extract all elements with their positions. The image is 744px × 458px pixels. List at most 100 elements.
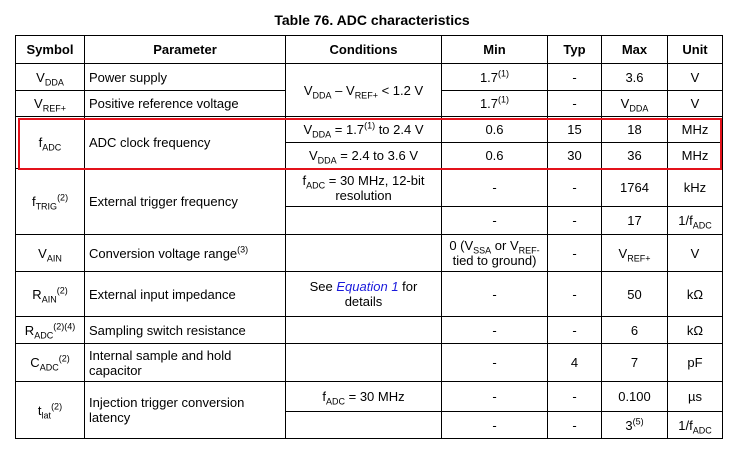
cell-text: -	[572, 245, 577, 261]
text-run: R	[32, 286, 42, 302]
cell-text: -	[492, 389, 497, 404]
cell-text: 1764	[620, 180, 649, 195]
cell-text: 7	[630, 355, 639, 370]
cell-text: V	[690, 96, 700, 111]
max-cell: 1764	[601, 168, 668, 207]
subscript: AIN	[41, 294, 57, 305]
cell-text: V	[690, 69, 700, 85]
cell-text: Positive reference voltage	[89, 96, 239, 111]
min-cell: -	[441, 343, 548, 382]
text-run: 1/f	[678, 213, 693, 228]
cell-text: -	[572, 322, 577, 338]
column-header: Max	[601, 35, 668, 64]
superscript: (2)	[56, 285, 68, 296]
superscript: (2)	[58, 353, 70, 364]
subscript: REF+	[42, 103, 66, 114]
max-cell: 50	[601, 271, 668, 317]
table-row: RADC(2)(4) Sampling switch resistance - -6 k…	[15, 316, 723, 344]
table-header: Symbol Parameter Conditions Min Typ Max Unit	[15, 35, 723, 64]
table-row: RAIN(2) External input impedance See Equat…	[15, 271, 723, 317]
text-run: = 1.7	[331, 122, 365, 137]
text-run: See	[309, 279, 337, 294]
cell-text: -	[572, 96, 577, 111]
cell-text: MHz	[681, 148, 709, 163]
cell-text: pF	[687, 355, 703, 370]
typ-cell: -	[547, 206, 602, 235]
subscript: DDA	[629, 103, 649, 114]
typ-cell: 30	[547, 142, 602, 169]
text-run: – V	[331, 82, 355, 98]
text-run: R	[24, 322, 35, 338]
table-title: Table 76. ADC characteristics	[274, 12, 470, 28]
cell-text: MHz	[681, 122, 709, 137]
cell-text: 50	[627, 286, 642, 302]
min-cell: 0.6	[441, 142, 548, 169]
cell-text: -	[492, 417, 497, 433]
text-run: f	[31, 194, 36, 209]
table-row: VDDA Power supply VDDA – VREF+ < 1.2 V 1.7(…	[15, 63, 723, 117]
parameter-cell: Positive reference voltage	[84, 90, 286, 117]
typ-cell: -	[547, 90, 602, 117]
subscript: ADC	[34, 330, 54, 341]
text-run: V	[34, 96, 43, 111]
parameter-cell: External input impedance	[84, 271, 286, 317]
text-run: t	[37, 402, 42, 418]
parameter-cell: Internal sample and hold capacitor	[84, 343, 286, 382]
min-cell: 0.6	[441, 116, 548, 143]
cell-text: 36	[627, 148, 642, 163]
cell-text: 6	[630, 322, 639, 338]
unit-cell: V	[667, 90, 723, 117]
cell-text: 30	[567, 148, 582, 163]
text-run: f	[302, 172, 307, 188]
cell-text: Injection trigger conversion latency	[89, 395, 245, 425]
parameter-cell: Power supply	[84, 63, 286, 91]
subscript: ADC	[306, 180, 326, 191]
symbol-cell: fADC	[15, 116, 85, 169]
text-run: tied to ground)	[452, 253, 537, 268]
max-cell: 6	[601, 316, 668, 344]
equation-link[interactable]: Equation 1	[336, 279, 399, 294]
text-run: f	[38, 135, 43, 150]
subscript: SSA	[473, 245, 492, 256]
column-header: Conditions	[285, 35, 442, 64]
max-cell: 17	[601, 206, 668, 235]
conditions-cell	[285, 316, 442, 344]
cell-text: kHz	[683, 180, 707, 195]
conditions-cell: VDDA = 2.4 to 3.6 V	[285, 142, 442, 169]
unit-cell: kΩ	[667, 271, 723, 317]
min-cell: -	[441, 411, 548, 439]
cell-text: External trigger frequency	[89, 194, 238, 209]
parameter-cell: Injection trigger conversion latency	[84, 381, 286, 439]
cell-text: -	[572, 180, 577, 195]
text-run: Conversion voltage range	[89, 245, 238, 261]
subscript: REF-	[518, 245, 540, 256]
text-run: = 30 MHz, 12-bit resolution	[325, 172, 425, 203]
cell-text: -	[572, 213, 577, 228]
cell-text: -	[572, 389, 577, 404]
text-run: V	[618, 245, 628, 261]
typ-cell: -	[547, 381, 602, 412]
typ-cell: -	[547, 234, 602, 272]
typ-cell: -	[547, 411, 602, 439]
typ-cell: -	[547, 271, 602, 317]
unit-cell: V	[667, 234, 723, 272]
cell-text: 4	[570, 355, 579, 370]
min-cell: 1.7(1)	[441, 63, 548, 91]
superscript: (5)	[632, 416, 644, 427]
table-row: fTRIG(2) External trigger frequency fADC =…	[15, 168, 723, 235]
typ-cell: -	[547, 316, 602, 344]
superscript: (2)(4)	[53, 321, 76, 332]
text-run: 1/f	[678, 417, 693, 433]
cell-text: -	[492, 322, 497, 338]
table-row: - -3(5) 1/fADC	[16, 411, 723, 439]
typ-cell: -	[547, 63, 602, 91]
conditions-cell: fADC = 30 MHz	[285, 381, 442, 412]
cell-text: 17	[627, 213, 642, 228]
text-run: V	[36, 69, 45, 85]
column-header: Unit	[667, 35, 723, 64]
unit-cell: 1/fADC	[667, 206, 723, 235]
text-run: to 2.4 V	[375, 122, 424, 137]
conditions-cell	[285, 343, 442, 382]
text-run: 1.7	[479, 96, 499, 111]
conditions-cell	[285, 206, 442, 235]
